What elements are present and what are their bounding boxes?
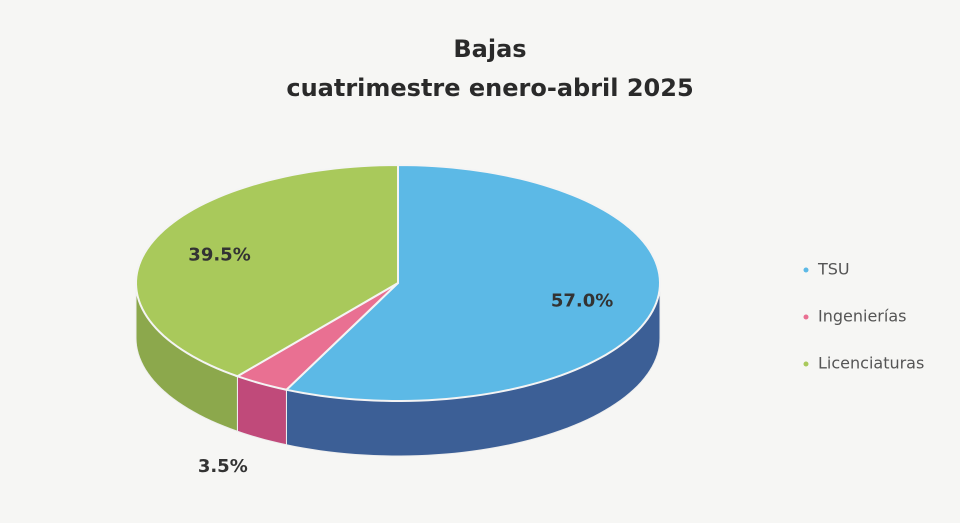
legend-label: Licenciaturas (818, 354, 924, 373)
legend-marker (803, 267, 809, 273)
legend-label: TSU (817, 260, 850, 279)
data-label: 57.0% (551, 291, 613, 312)
data-label: 3.5% (198, 456, 248, 477)
legend-label: Ingenierías (818, 307, 906, 326)
legend-marker (803, 361, 809, 367)
data-label: 39.5% (188, 244, 250, 265)
legend-marker (803, 314, 809, 320)
chart-title: Bajas (453, 35, 526, 63)
pie-slice (284, 163, 661, 402)
pie-slice (135, 163, 399, 378)
chart-subtitle: cuatrimestre enero-abril 2025 (286, 74, 693, 102)
pie-slice (235, 282, 399, 391)
